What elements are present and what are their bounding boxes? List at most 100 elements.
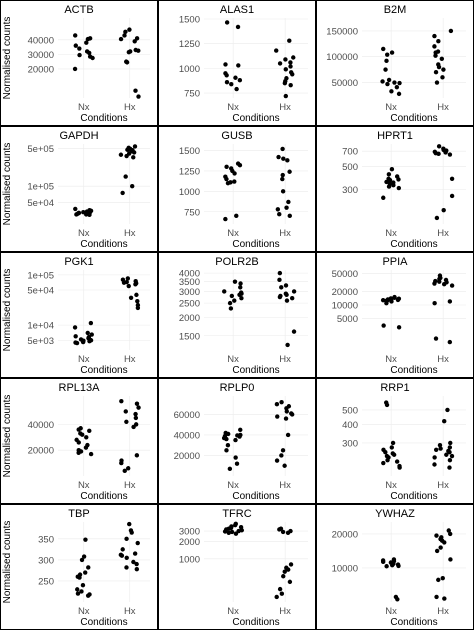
panel-border — [316, 0, 474, 126]
data-point — [227, 466, 233, 472]
data-point — [441, 67, 446, 72]
data-point — [439, 56, 445, 61]
data-point — [134, 566, 140, 572]
data-point — [287, 213, 292, 219]
y-tick-label: 1250 — [179, 166, 200, 177]
data-point — [287, 169, 292, 174]
y-tick-label: 5e+05 — [27, 144, 54, 155]
data-point — [76, 440, 81, 445]
panel-title: ACTB — [64, 4, 93, 16]
y-tick-label: 40000 — [174, 430, 200, 441]
x-tick-label: Nx — [385, 354, 397, 365]
y-tick-label: 20000 — [332, 529, 358, 540]
data-point — [73, 33, 78, 38]
panel-title: PGK1 — [64, 256, 93, 268]
x-tick-label: Hx — [437, 354, 449, 365]
data-point — [288, 60, 293, 65]
data-point — [73, 334, 78, 339]
data-point — [447, 450, 452, 455]
data-point — [127, 27, 132, 32]
x-tick-label: Nx — [227, 228, 239, 239]
data-point — [136, 94, 141, 99]
data-point — [447, 457, 453, 463]
data-point — [447, 339, 453, 345]
data-point — [280, 448, 286, 453]
data-point — [234, 213, 239, 219]
data-point — [434, 594, 439, 600]
data-point — [233, 437, 238, 443]
data-point — [74, 212, 79, 217]
data-point — [389, 445, 395, 450]
y-tick-label: 50000 — [332, 78, 358, 89]
data-point — [122, 468, 127, 474]
data-point — [280, 146, 285, 152]
data-point — [235, 24, 241, 30]
data-point — [274, 402, 280, 407]
data-point — [280, 189, 286, 194]
data-point — [79, 557, 85, 563]
data-point — [223, 62, 228, 67]
data-point — [390, 440, 396, 446]
data-point — [433, 50, 438, 55]
y-tick-label: 1e+05 — [27, 270, 54, 281]
panel-border — [316, 378, 474, 504]
y-tick-label: 20000 — [28, 446, 54, 457]
data-point — [277, 61, 283, 66]
data-point — [124, 536, 129, 542]
data-point — [124, 565, 129, 570]
y-tick-label: 1250 — [179, 39, 200, 50]
data-point — [283, 67, 288, 72]
data-point — [85, 593, 91, 598]
data-point — [125, 466, 131, 471]
data-point — [227, 300, 233, 306]
data-point — [392, 80, 397, 85]
data-point — [280, 172, 285, 178]
panel-title: YWHAZ — [375, 508, 415, 520]
data-point — [132, 39, 137, 44]
data-point — [280, 176, 285, 182]
data-point — [386, 184, 392, 189]
data-point — [438, 545, 443, 550]
data-point — [384, 179, 389, 185]
x-axis-title: Conditions — [390, 491, 437, 502]
x-axis-title: Conditions — [80, 617, 127, 628]
data-point — [222, 289, 227, 294]
data-point — [385, 52, 390, 57]
data-point — [437, 279, 442, 284]
data-point — [384, 564, 389, 569]
data-point — [449, 176, 455, 182]
data-point — [436, 151, 441, 157]
data-point — [233, 75, 238, 80]
x-axis-title: Conditions — [232, 113, 279, 124]
data-point — [432, 33, 437, 39]
x-tick-label: Hx — [279, 228, 291, 239]
data-point — [433, 336, 439, 341]
data-point — [433, 447, 439, 452]
data-point — [289, 296, 295, 301]
data-point — [442, 596, 447, 601]
data-point — [118, 36, 124, 42]
x-axis-title: Conditions — [80, 491, 127, 502]
data-point — [120, 190, 125, 196]
y-tick-label: 20000 — [28, 64, 54, 75]
data-point — [123, 409, 128, 414]
panel-title: RRP1 — [380, 382, 409, 394]
x-axis-title: Conditions — [80, 113, 127, 124]
x-axis-title: Conditions — [80, 365, 127, 376]
data-point — [86, 565, 91, 570]
data-point — [237, 78, 243, 83]
data-point — [85, 330, 90, 336]
data-point — [384, 402, 390, 408]
data-point — [229, 529, 235, 535]
y-tick-label: 60000 — [174, 410, 200, 421]
y-tick-label: 1000 — [179, 64, 200, 75]
data-point — [76, 427, 81, 432]
panel-title: ALAS1 — [220, 4, 254, 16]
data-point — [236, 528, 241, 534]
x-tick-label: Nx — [227, 354, 239, 365]
